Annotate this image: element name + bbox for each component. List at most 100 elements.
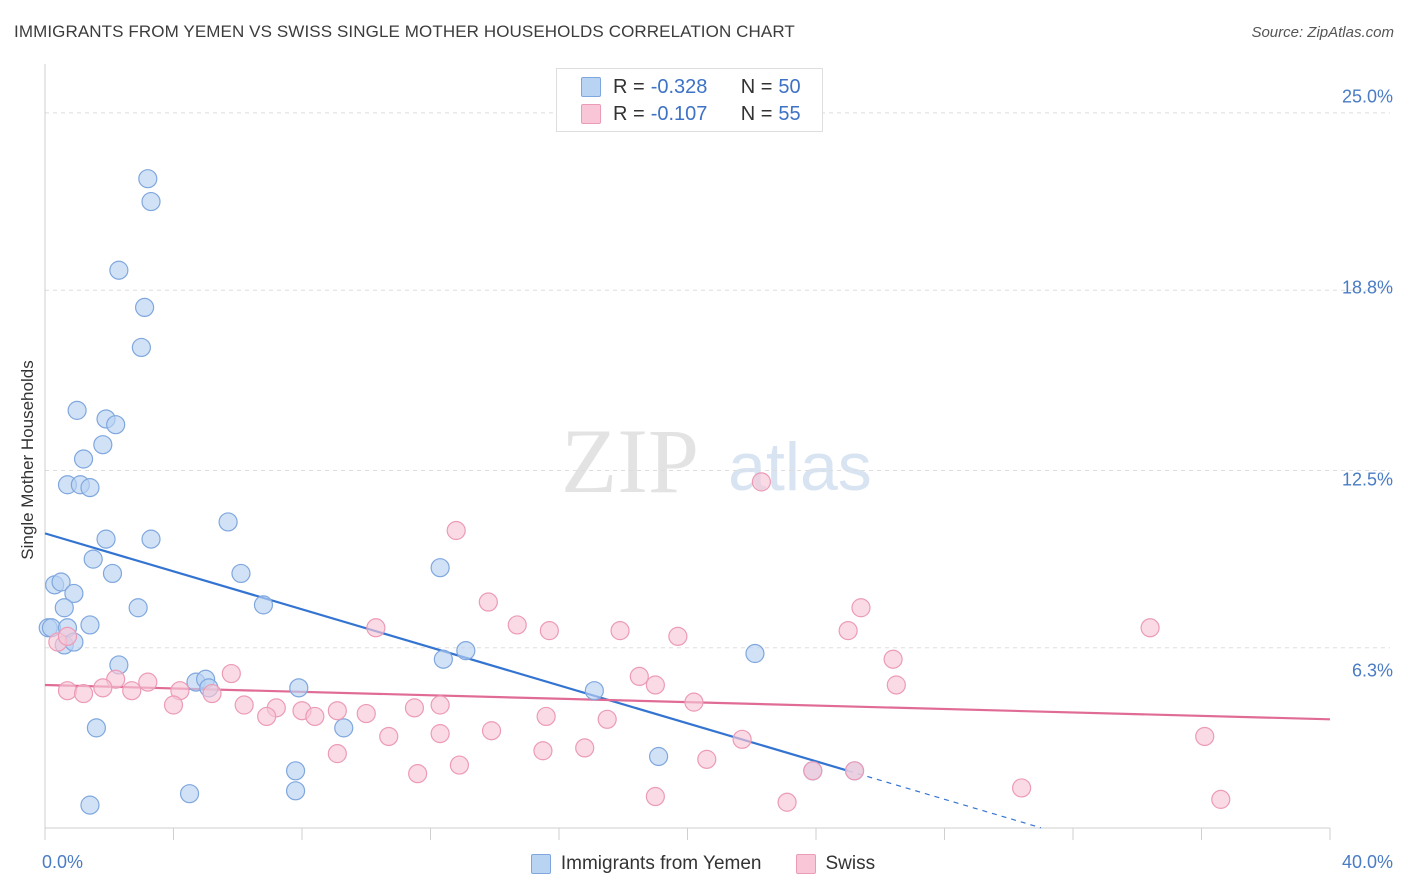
legend-row-yemen: R = -0.328 N = 50 [581,75,801,99]
watermark-atlas: atlas [728,429,872,505]
point-yemen [433,649,453,669]
r-label: R = [613,75,645,98]
point-swiss [449,755,470,775]
point-yemen [131,337,151,358]
n-label: N = [740,102,773,125]
legend-label-swiss: Swiss [825,853,876,874]
point-yemen [648,746,669,767]
trendline-extension-yemen [847,770,1042,829]
x-tick-max: 40.0% [1341,852,1393,872]
point-yemen [231,563,251,584]
point-swiss [138,672,158,692]
point-yemen [285,761,306,781]
point-swiss [1140,618,1160,638]
point-swiss [327,701,347,721]
point-swiss [536,706,556,727]
point-swiss [93,678,113,698]
point-swiss [597,709,617,729]
point-swiss [1011,778,1032,798]
point-yemen [83,549,103,569]
point-swiss [57,626,78,646]
point-swiss [629,666,649,687]
y-axis-label: Single Mother Households [18,360,37,560]
point-swiss [539,621,559,641]
point-yemen [67,400,87,420]
point-swiss [202,683,222,704]
point-swiss [221,663,241,684]
point-swiss [610,621,630,641]
x-tick-min: 0.0% [42,852,84,872]
n-value: 55 [778,102,801,125]
point-yemen [64,583,84,604]
r-value: -0.328 [650,75,708,98]
point-yemen [253,595,274,615]
series-legend: Immigrants from Yemen Swiss [0,853,1406,875]
point-yemen [80,615,100,635]
point-swiss [851,598,871,618]
point-yemen [93,435,113,455]
point-swiss [430,724,450,744]
y-tick-6-3: 6.3% [1351,660,1393,681]
y-tick-12-5: 12.5% [1341,469,1393,490]
point-yemen [285,781,306,801]
point-yemen [141,529,161,549]
point-swiss [575,738,595,758]
point-yemen [102,563,123,584]
point-yemen [745,643,765,664]
point-swiss [234,695,254,715]
point-yemen [54,598,74,618]
point-swiss [73,683,94,704]
point-swiss [668,626,688,646]
point-swiss [697,749,717,769]
blue-swatch [530,854,551,874]
legend-row-swiss: R = -0.107 N = 55 [581,102,801,126]
point-yemen [51,572,71,592]
point-swiss [327,744,347,764]
point-swiss [481,721,502,741]
source-label: Source: ZipAtlas.com [1251,24,1394,41]
pink-swatch [581,104,601,124]
point-yemen [218,512,238,532]
point-swiss [844,761,865,781]
point-yemen [141,191,161,212]
pink-swatch [795,854,816,874]
point-swiss [57,681,78,701]
legend-label-yemen: Immigrants from Yemen [560,853,762,874]
point-yemen [179,784,200,804]
point-swiss [684,692,704,712]
n-label: N = [740,75,773,98]
r-label: R = [613,102,645,125]
point-yemen [456,641,476,661]
point-yemen [289,678,309,698]
point-yemen [138,169,158,189]
point-yemen [73,449,94,469]
legend-item-swiss: Swiss [795,853,876,875]
point-swiss [379,726,399,747]
point-swiss [533,741,553,761]
point-yemen [134,297,155,318]
point-swiss [886,675,906,695]
point-swiss [838,621,858,641]
point-swiss [163,695,184,715]
point-swiss [645,786,665,807]
chart-title: IMMIGRANTS FROM YEMEN VS SWISS SINGLE MO… [14,22,795,41]
blue-swatch [581,77,601,97]
point-swiss [803,761,823,781]
point-swiss [257,706,277,727]
point-swiss [404,698,425,718]
correlation-legend: R = -0.328 N = 50 R = -0.107 N = 55 [556,68,823,132]
point-yemen [80,478,100,498]
r-value: -0.107 [650,102,708,125]
legend-item-yemen: Immigrants from Yemen [530,853,762,875]
point-yemen [106,415,126,435]
point-yemen [109,260,129,280]
point-swiss [1195,726,1215,747]
point-swiss [732,729,752,749]
y-tick-18-8: 18.8% [1341,277,1393,298]
point-swiss [478,592,498,612]
point-swiss [356,703,376,724]
point-yemen [86,718,107,738]
n-value: 50 [778,75,801,98]
point-yemen [334,718,354,738]
